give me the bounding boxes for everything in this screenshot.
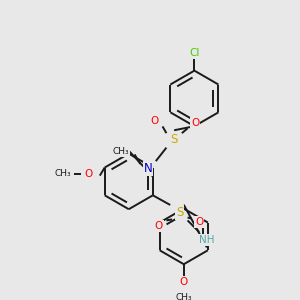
Text: S: S	[176, 206, 184, 219]
Text: O: O	[195, 217, 203, 227]
Text: CH₃: CH₃	[55, 169, 71, 178]
Text: O: O	[151, 116, 159, 126]
Text: S: S	[170, 134, 178, 146]
Text: O: O	[84, 169, 92, 179]
Text: O: O	[154, 221, 163, 231]
Text: Cl: Cl	[189, 48, 200, 58]
Text: N: N	[144, 162, 152, 176]
Text: CH₃: CH₃	[176, 292, 192, 300]
Text: NH: NH	[199, 235, 214, 245]
Text: CH₃: CH₃	[113, 147, 129, 156]
Text: O: O	[180, 277, 188, 286]
Text: O: O	[191, 118, 200, 128]
